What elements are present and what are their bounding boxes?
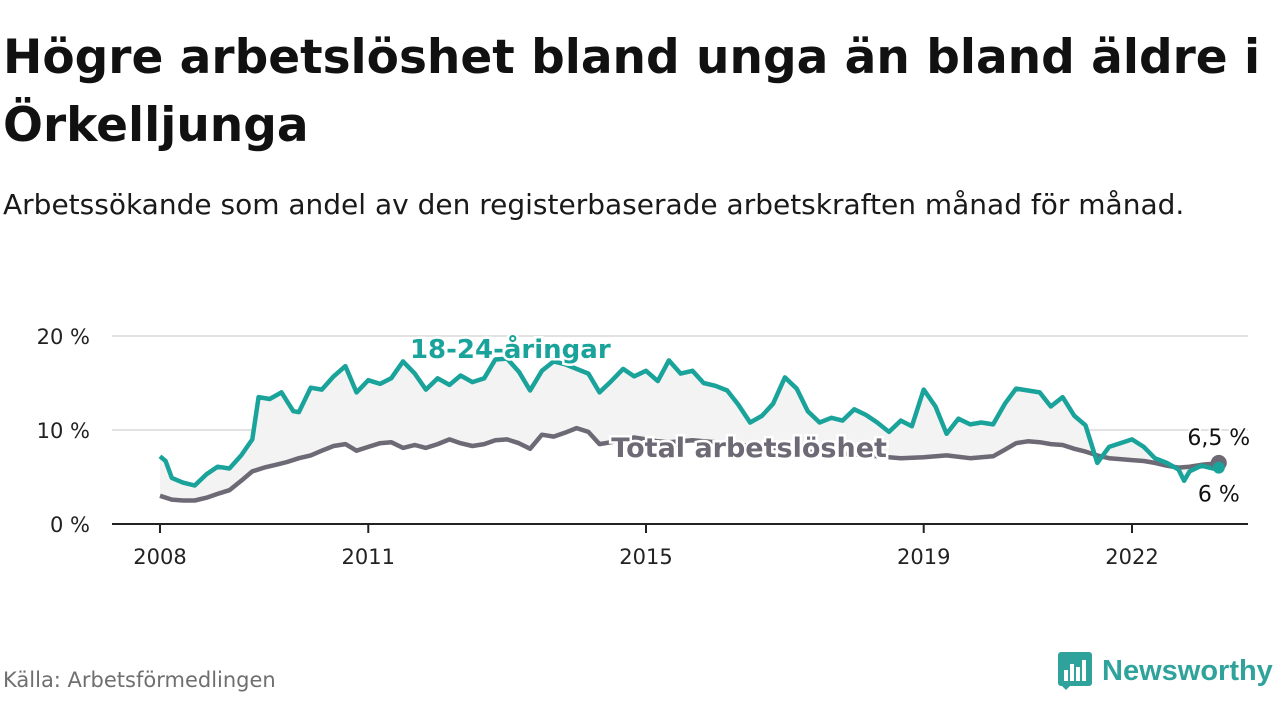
end-value-label-total: 6,5 % bbox=[1187, 426, 1250, 451]
line-chart: 0 % 10 % 20 % 2008 2011 2015 2019 2022 Total arb… bbox=[37, 325, 1253, 569]
newsworthy-logo-icon bbox=[1058, 652, 1092, 690]
x-tick-label: 2022 bbox=[1105, 545, 1158, 569]
y-tick-label: 10 % bbox=[37, 419, 90, 443]
series-label-youth: 18-24-åringar bbox=[410, 333, 611, 365]
chart-subtitle: Arbetssökande som andel av den registerb… bbox=[3, 188, 1185, 221]
end-value-label-youth: 6 % bbox=[1198, 483, 1240, 508]
series-line-youth bbox=[158, 356, 1220, 488]
y-tick-label: 20 % bbox=[37, 325, 90, 349]
chart-title: Högre arbetslöshet bland unga än bland ä… bbox=[3, 30, 1261, 153]
brand-name: Newsworthy bbox=[1102, 654, 1273, 687]
x-tick-label: 2011 bbox=[342, 545, 395, 569]
x-tick-label: 2019 bbox=[897, 545, 950, 569]
series-label-total: Total arbetslöshet bbox=[611, 433, 887, 464]
y-tick-label: 0 % bbox=[50, 513, 90, 537]
x-tick-label: 2008 bbox=[133, 545, 186, 569]
series-end-point-youth bbox=[1212, 461, 1225, 474]
x-tick-label: 2015 bbox=[619, 545, 672, 569]
brand-logo[interactable]: Newsworthy bbox=[1058, 652, 1273, 690]
source-note: Källa: Arbetsförmedlingen bbox=[3, 668, 276, 692]
series-line-total bbox=[159, 425, 1220, 503]
area-between-series bbox=[160, 358, 1219, 501]
